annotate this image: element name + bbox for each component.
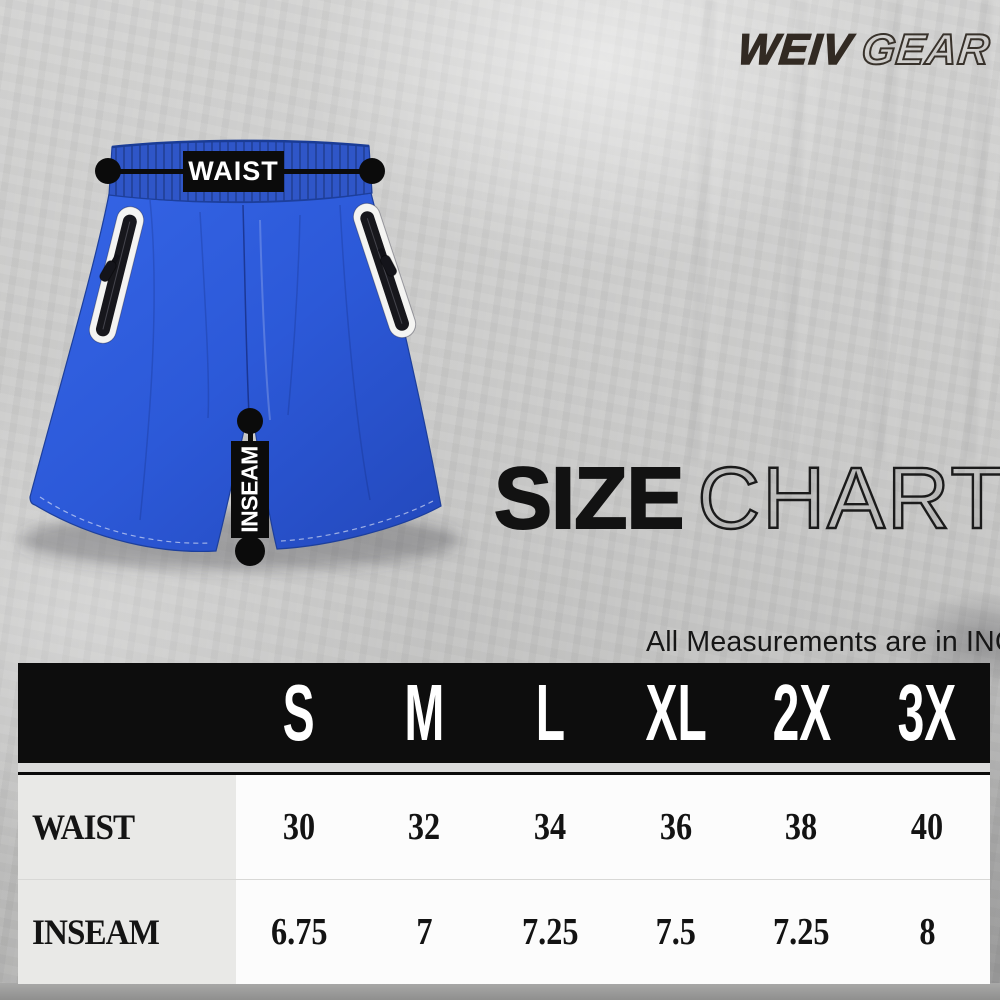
inseam-label: INSEAM [236,446,263,533]
waist-value-m: 32 [361,775,488,879]
measurement-unit-note: All Measurements are in INCHES [646,626,1000,658]
size-table: S M L XL 2X 3X WAIST 30 32 34 36 38 40 I… [18,663,990,984]
table-gap-strip [18,763,990,772]
inseam-measure-dot-top [237,408,263,434]
header-size-2x: 2X [772,668,831,757]
inseam-value-l: 7.25 [487,880,613,984]
header-size-3x: 3X [897,668,957,757]
header-size-xl: XL [645,668,707,757]
waist-value-2x: 38 [738,775,865,879]
brand-logo-outline-text: GEAR [858,25,993,75]
size-table-header-row: S M L XL 2X 3X [18,663,990,763]
header-size-l: L [535,668,565,757]
title-chart-word: CHART [696,450,1000,547]
waist-measure-dot-left [95,158,121,184]
waist-value-l: 34 [487,775,613,879]
row-label-inseam: INSEAM [18,880,236,984]
row-label-waist: WAIST [18,775,236,879]
background-texture [670,0,1000,460]
shorts-illustration [20,139,460,570]
brand-logo: WEIV GEAR [735,25,994,75]
inseam-value-s: 6.75 [236,880,362,984]
inseam-value-2x: 7.25 [738,880,865,984]
fabric-creases [139,199,371,521]
center-seam [242,204,250,416]
hem-stitching [39,496,436,544]
waist-label-box: WAIST [183,151,284,192]
waist-value-xl: 36 [612,775,739,879]
left-zip-pocket [88,206,145,344]
table-row-inseam: INSEAM 6.75 7 7.25 7.5 7.25 8 [18,879,990,984]
background-bottom-strip [0,983,1000,1000]
inseam-value-m: 7 [361,880,488,984]
left-zipper-pull [99,253,121,282]
waist-value-s: 30 [236,775,362,879]
right-zip-pocket [352,202,417,339]
table-row-waist: WAIST 30 32 34 36 38 40 [18,775,990,879]
inseam-value-3x: 8 [864,880,990,984]
right-zipper-pull [377,247,398,277]
header-size-m: M [404,668,445,757]
waist-measure-dot-right [359,158,385,184]
page-title: SIZE CHART [493,454,1000,543]
inseam-label-box: INSEAM [231,441,269,538]
title-size-word: SIZE [493,450,685,547]
inseam-measure-dot-bottom [235,536,265,566]
waist-value-3x: 40 [864,775,990,879]
size-table-body: WAIST 30 32 34 36 38 40 INSEAM 6.75 7 7.… [18,772,990,984]
inseam-value-xl: 7.5 [612,880,739,984]
brand-logo-solid-text: WEIV [735,25,855,75]
header-size-s: S [282,668,315,757]
waist-label: WAIST [188,156,279,186]
